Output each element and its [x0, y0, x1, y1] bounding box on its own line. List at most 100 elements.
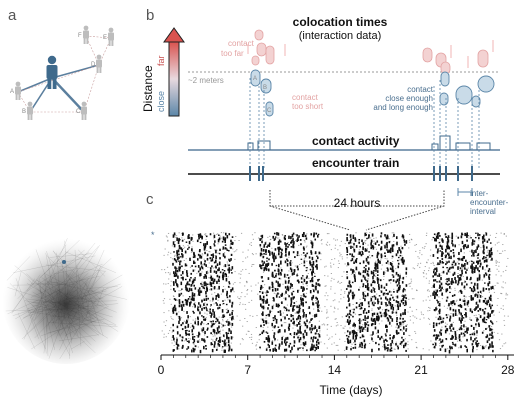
raster-dot	[296, 320, 298, 322]
raster-dot	[497, 298, 499, 300]
raster-dot	[264, 291, 266, 293]
raster-dot	[271, 340, 274, 342]
raster-dot	[163, 336, 165, 338]
raster-dot	[505, 342, 507, 344]
raster-dot	[303, 339, 305, 341]
raster-dot	[438, 319, 441, 321]
raster-dot	[201, 284, 204, 286]
raster-dot	[506, 294, 509, 296]
raster-dot	[467, 267, 469, 269]
raster-dot	[408, 334, 410, 336]
raster-dot	[181, 233, 183, 235]
raster-dot	[182, 245, 185, 247]
raster-dot	[463, 282, 465, 284]
raster-dot	[439, 300, 441, 302]
raster-dot	[220, 322, 222, 324]
raster-dot	[254, 232, 256, 234]
raster-dot	[305, 246, 307, 248]
raster-dot	[235, 250, 237, 252]
raster-dot	[330, 249, 333, 251]
raster-dot	[326, 334, 328, 336]
raster-dot	[495, 274, 497, 276]
raster-dot	[407, 348, 409, 350]
raster-dot	[393, 288, 395, 290]
raster-dot	[327, 324, 329, 326]
raster-dot	[252, 238, 254, 240]
raster-dot	[231, 240, 233, 242]
raster-dot	[465, 309, 468, 311]
raster-dot	[354, 272, 356, 274]
raster-band	[283, 235, 291, 352]
raster-band	[209, 233, 216, 353]
raster-dot	[376, 262, 379, 264]
raster-dot	[248, 330, 250, 332]
raster-dot	[278, 293, 280, 295]
raster-dot	[452, 321, 454, 323]
raster-dot	[280, 267, 282, 269]
raster-dot	[294, 324, 297, 326]
raster-dot	[393, 240, 395, 242]
raster-dot	[222, 303, 224, 305]
raster-dot	[201, 265, 203, 267]
raster-dot	[340, 325, 342, 327]
raster-dot	[463, 329, 465, 331]
raster-dot	[248, 272, 250, 274]
raster-dot	[412, 315, 414, 317]
raster-band	[345, 233, 353, 351]
raster-dot	[170, 285, 172, 287]
raster-dot	[297, 274, 299, 276]
raster-dot	[170, 316, 172, 318]
raster-dot	[372, 305, 374, 307]
raster-dot	[362, 249, 364, 251]
raster-dot	[448, 280, 450, 282]
raster-dot	[425, 277, 428, 279]
raster-dot	[496, 282, 498, 284]
raster-dot	[376, 293, 378, 295]
raster-dot	[245, 308, 247, 310]
raster-dot	[329, 337, 331, 339]
raster-dot	[496, 261, 499, 263]
raster-dot	[435, 237, 437, 239]
raster-dot	[415, 244, 418, 246]
raster-band	[450, 232, 457, 350]
raster-dot	[365, 322, 367, 324]
raster-dot	[197, 346, 199, 348]
raster-dot	[312, 300, 314, 302]
raster-band	[227, 233, 234, 352]
raster-dot	[226, 308, 228, 310]
raster-dot	[411, 288, 413, 290]
contact-activity-label: contact activity	[312, 134, 400, 148]
raster-dot	[350, 287, 352, 289]
highlighted-node	[62, 260, 66, 264]
raster-dot	[383, 275, 385, 277]
raster-dot	[381, 320, 383, 322]
raster-band	[172, 232, 179, 352]
raster-dot	[505, 298, 507, 300]
raster-dot	[496, 250, 499, 252]
raster-dot	[478, 245, 480, 247]
raster-dot	[414, 332, 417, 334]
raster-dot	[203, 323, 205, 325]
raster-dot	[274, 258, 276, 260]
raster-dot	[242, 251, 244, 253]
raster-dot	[485, 346, 487, 348]
raster-dot	[262, 271, 265, 273]
raster-dot	[382, 315, 384, 317]
raster-dot	[411, 310, 413, 312]
raster-dot	[384, 302, 386, 304]
raster-dot	[351, 308, 353, 310]
raster-dot	[184, 246, 186, 248]
raster-dot	[334, 247, 336, 249]
raster-dot	[350, 332, 352, 334]
raster-dot	[163, 269, 166, 271]
raster-dot	[337, 267, 339, 269]
raster-dot	[310, 262, 312, 264]
raster-dot	[442, 288, 444, 290]
raster-dot	[490, 259, 492, 261]
raster-dot	[344, 243, 346, 245]
raster-dot	[268, 322, 270, 324]
raster-dot	[214, 322, 216, 324]
raster-dot	[194, 302, 196, 304]
raster-dot	[205, 324, 208, 326]
raster-dot	[458, 347, 460, 349]
